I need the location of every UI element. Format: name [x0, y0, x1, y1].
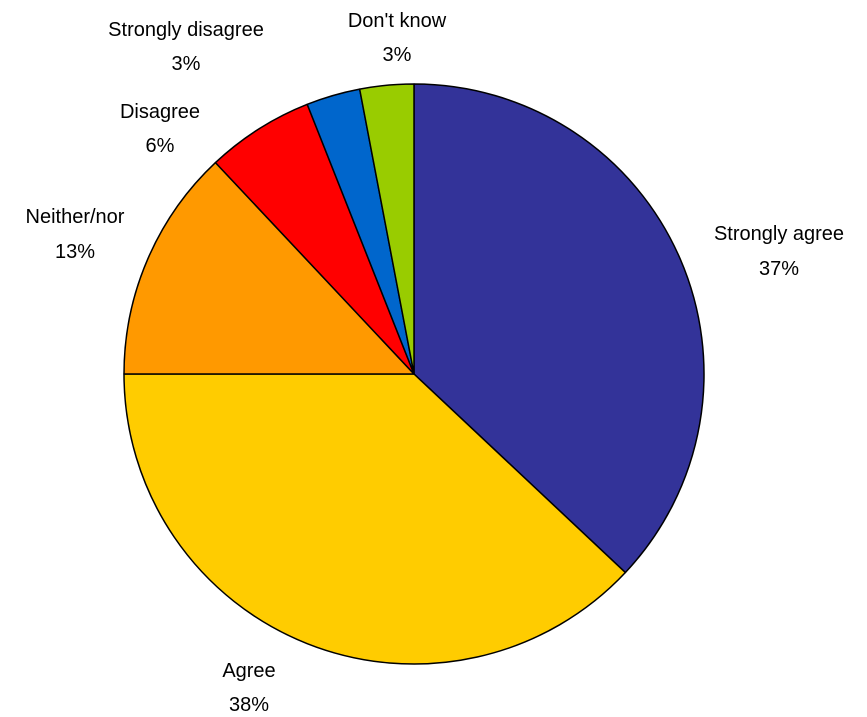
slice-label: Strongly disagree — [108, 19, 264, 41]
slice-label: Disagree — [120, 101, 200, 123]
slice-label: Strongly agree — [714, 223, 844, 245]
label-neither-nor: Neither/nor 13% — [26, 206, 125, 263]
label-strongly-agree: Strongly agree 37% — [714, 223, 844, 280]
slice-label: Agree — [222, 660, 275, 682]
label-strongly-disagree: Strongly disagree 3% — [108, 19, 264, 75]
pie-slice-agree — [123, 373, 627, 665]
slice-label: Don't know — [348, 10, 447, 32]
pie-slice-don-t-know — [358, 83, 415, 375]
label-agree: Agree 38% — [222, 660, 275, 716]
label-disagree: Disagree 6% — [120, 101, 200, 157]
pie-slice-neither-nor — [123, 161, 415, 375]
slice-value: 13% — [55, 241, 95, 263]
label-dont-know: Don't know 3% — [348, 10, 447, 66]
slice-value: 3% — [383, 44, 412, 66]
pie-slice-strongly-agree — [413, 83, 705, 574]
slice-value: 3% — [172, 53, 201, 75]
slice-label: Neither/nor — [26, 206, 125, 228]
slice-value: 37% — [759, 258, 799, 280]
slice-value: 38% — [229, 694, 269, 716]
slice-value: 6% — [146, 135, 175, 157]
pie-slices — [123, 83, 705, 665]
